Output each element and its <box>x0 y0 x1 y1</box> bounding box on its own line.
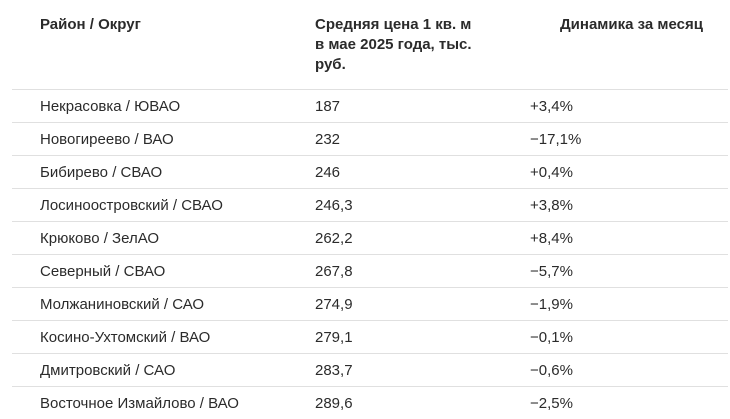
dynamics-cell: +3,4% <box>530 89 728 123</box>
dynamics-cell: +8,4% <box>530 221 728 255</box>
price-cell: 283,7 <box>315 353 530 387</box>
table-row: Восточное Измайлово / ВАО 289,6 −2,5% <box>12 386 728 419</box>
price-cell: 246,3 <box>315 188 530 222</box>
district-cell: Восточное Измайлово / ВАО <box>12 386 315 419</box>
table-row: Некрасовка / ЮВАО 187 +3,4% <box>12 89 728 123</box>
table-row: Дмитровский / САО 283,7 −0,6% <box>12 353 728 387</box>
header-price-label: Средняя цена 1 кв. м в мае 2025 года, ты… <box>315 16 472 73</box>
district-cell: Новогиреево / ВАО <box>12 122 315 156</box>
price-cell: 267,8 <box>315 254 530 288</box>
dynamics-cell: −0,1% <box>530 320 728 354</box>
price-cell: 274,9 <box>315 287 530 321</box>
table-row: Новогиреево / ВАО 232 −17,1% <box>12 122 728 156</box>
district-cell: Молжаниновский / САО <box>12 287 315 321</box>
header-district: Район / Округ <box>12 0 315 90</box>
price-cell: 246 <box>315 155 530 189</box>
district-cell: Крюково / ЗелАО <box>12 221 315 255</box>
dynamics-cell: −2,5% <box>530 386 728 419</box>
header-dynamics: Динамика за месяц <box>530 0 728 90</box>
price-cell: 262,2 <box>315 221 530 255</box>
district-cell: Некрасовка / ЮВАО <box>12 89 315 123</box>
header-district-label: Район / Округ <box>40 16 141 33</box>
price-table: Район / Округ Средняя цена 1 кв. м в мае… <box>12 0 728 419</box>
dynamics-cell: +3,8% <box>530 188 728 222</box>
dynamics-cell: −0,6% <box>530 353 728 387</box>
district-cell: Дмитровский / САО <box>12 353 315 387</box>
table-row: Косино-Ухтомский / ВАО 279,1 −0,1% <box>12 320 728 354</box>
dynamics-cell: +0,4% <box>530 155 728 189</box>
dynamics-cell: −5,7% <box>530 254 728 288</box>
header-dynamics-label: Динамика за месяц <box>560 16 703 33</box>
district-cell: Лосиноостровский / СВАО <box>12 188 315 222</box>
dynamics-cell: −17,1% <box>530 122 728 156</box>
header-price: Средняя цена 1 кв. м в мае 2025 года, ты… <box>315 0 530 90</box>
district-cell: Бибирево / СВАО <box>12 155 315 189</box>
price-cell: 279,1 <box>315 320 530 354</box>
table-row: Молжаниновский / САО 274,9 −1,9% <box>12 287 728 321</box>
table-header-row: Район / Округ Средняя цена 1 кв. м в мае… <box>12 0 728 90</box>
price-cell: 232 <box>315 122 530 156</box>
table-row: Бибирево / СВАО 246 +0,4% <box>12 155 728 189</box>
table-row: Крюково / ЗелАО 262,2 +8,4% <box>12 221 728 255</box>
table-row: Северный / СВАО 267,8 −5,7% <box>12 254 728 288</box>
dynamics-cell: −1,9% <box>530 287 728 321</box>
table-row: Лосиноостровский / СВАО 246,3 +3,8% <box>12 188 728 222</box>
price-cell: 187 <box>315 89 530 123</box>
district-cell: Северный / СВАО <box>12 254 315 288</box>
price-cell: 289,6 <box>315 386 530 419</box>
district-cell: Косино-Ухтомский / ВАО <box>12 320 315 354</box>
